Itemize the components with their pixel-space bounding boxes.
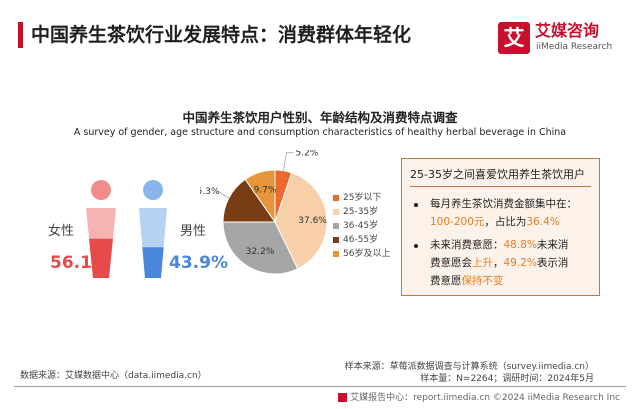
- logo-name-en: iiMedia Research: [536, 42, 613, 52]
- pie-leader-line: [218, 191, 230, 199]
- info-bullet-2-icon: [414, 244, 418, 248]
- legend-swatch-icon: [333, 194, 339, 201]
- pie-label-3: 15.3%: [200, 187, 220, 197]
- female-figure: [86, 180, 116, 278]
- male-figure: [139, 180, 167, 278]
- male-label: 男性: [180, 224, 207, 239]
- chart-title: 中国养生茶饮用户性别、年龄结构及消费特点调查: [182, 110, 458, 125]
- legend-label: 25-35岁: [343, 207, 379, 217]
- same-word: 保持不变: [461, 275, 504, 287]
- legend-swatch-icon: [333, 250, 339, 257]
- info-b2-l2a: 费意愿会: [430, 257, 472, 269]
- male-head-icon: [143, 180, 163, 200]
- legend-swatch-icon: [333, 236, 339, 243]
- same-share: 49.2%: [503, 257, 537, 269]
- page-title: 中国养生茶饮行业发展特点：消费群体年轻化: [31, 24, 412, 46]
- legend-item: 25-35岁: [333, 204, 378, 217]
- footer-text: 艾媒报告中心：report.iimedia.cn ©2024 iiMedia R…: [350, 393, 620, 403]
- female-body-fill: [89, 238, 113, 278]
- data-source: 数据来源：艾媒数据中心（data.iimedia.cn）: [20, 371, 207, 381]
- legend-swatch-icon: [333, 208, 339, 215]
- male-body-fill: [142, 247, 164, 278]
- chart-subtitle: A survey of gender, age structure and co…: [73, 127, 567, 138]
- info-b2-tail2: 表示消: [536, 257, 569, 269]
- info-divider: [410, 186, 591, 187]
- info-b1-line1: 每月养生茶饮消费金额集中在：: [430, 198, 577, 210]
- footer-divider: [14, 386, 626, 387]
- rise-word: 上升: [472, 257, 493, 269]
- logo-mark-icon: 艾: [498, 22, 530, 54]
- info-bullet-1-icon: [414, 203, 418, 207]
- info-b2-l3a: 费意愿: [430, 275, 462, 287]
- legend-item: 36-45岁: [333, 218, 378, 231]
- legend-label: 36-45岁: [343, 221, 379, 231]
- info-b2-lead: 未来消费意愿：: [430, 239, 504, 251]
- legend-item: 46-55岁: [333, 232, 378, 245]
- pie-slice-1: [274, 172, 328, 270]
- pie-slice-3: [222, 178, 276, 223]
- brand-logo: 艾 艾媒咨询 iiMedia Research: [498, 22, 624, 58]
- legend-item: 56岁及以上: [333, 246, 390, 259]
- title-accent-bar: [18, 22, 23, 48]
- pie-label-2: 32.2%: [246, 247, 275, 257]
- rise-share: 48.8%: [503, 239, 537, 251]
- pie-leader-line: [283, 152, 294, 171]
- legend-label: 56岁及以上: [343, 249, 391, 259]
- sample-size: 样本量：N=2264；调研时间：2024年5月: [420, 374, 594, 384]
- pie-label-4: 9.7%: [254, 185, 277, 195]
- legend-swatch-icon: [333, 222, 339, 229]
- footer: 艾媒报告中心：report.iimedia.cn ©2024 iiMedia R…: [338, 390, 620, 403]
- consumption-info-box: 25-35岁之间喜爱饮用养生茶饮用户 每月养生茶饮消费金额集中在： 100-20…: [401, 158, 600, 296]
- info-b2-line2: 费意愿会上升，49.2%表示消: [430, 256, 568, 270]
- gender-chart: [86, 180, 167, 278]
- pie-label-0: 5.2%: [295, 150, 318, 159]
- female-value: 56.1%: [50, 253, 109, 273]
- footer-logo-icon: [338, 393, 348, 402]
- spend-range: 100-200元: [430, 216, 485, 228]
- info-b1-line2: 100-200元，占比为36.4%: [430, 215, 560, 229]
- spend-share: 36.4%: [526, 216, 560, 228]
- logo-name-cn: 艾媒咨询: [535, 21, 600, 40]
- info-b1-mid: ，占比为: [484, 216, 527, 228]
- female-head-icon: [91, 180, 111, 200]
- female-label: 女性: [48, 224, 75, 239]
- legend-item: 25岁以下: [333, 190, 381, 203]
- info-b2-line3: 费意愿保持不变: [430, 274, 504, 288]
- sample-source: 样本来源：草莓派数据调查与计算系统（survey.iimedia.cn）: [344, 362, 594, 372]
- pie-slice-4: [244, 169, 276, 224]
- male-value: 43.9%: [169, 253, 228, 273]
- info-b2-line1: 未来消费意愿：48.8%未来消: [430, 238, 568, 252]
- sample-info: 样本来源：草莓派数据调查与计算系统（survey.iimedia.cn） 样本量…: [345, 361, 594, 385]
- pie-slice-2: [222, 221, 299, 275]
- age-pie-chart: 5.2% 37.6% 32.2% 15.3% 9.7%: [200, 150, 328, 275]
- legend-label: 46-55岁: [343, 235, 379, 245]
- info-b2-l2b: ，: [493, 257, 504, 269]
- info-b2-tail1: 未来消: [536, 239, 569, 251]
- info-heading: 25-35岁之间喜爱饮用养生茶饮用户: [410, 168, 585, 181]
- legend-label: 25岁以下: [343, 193, 382, 203]
- pie-label-1: 37.6%: [298, 216, 327, 226]
